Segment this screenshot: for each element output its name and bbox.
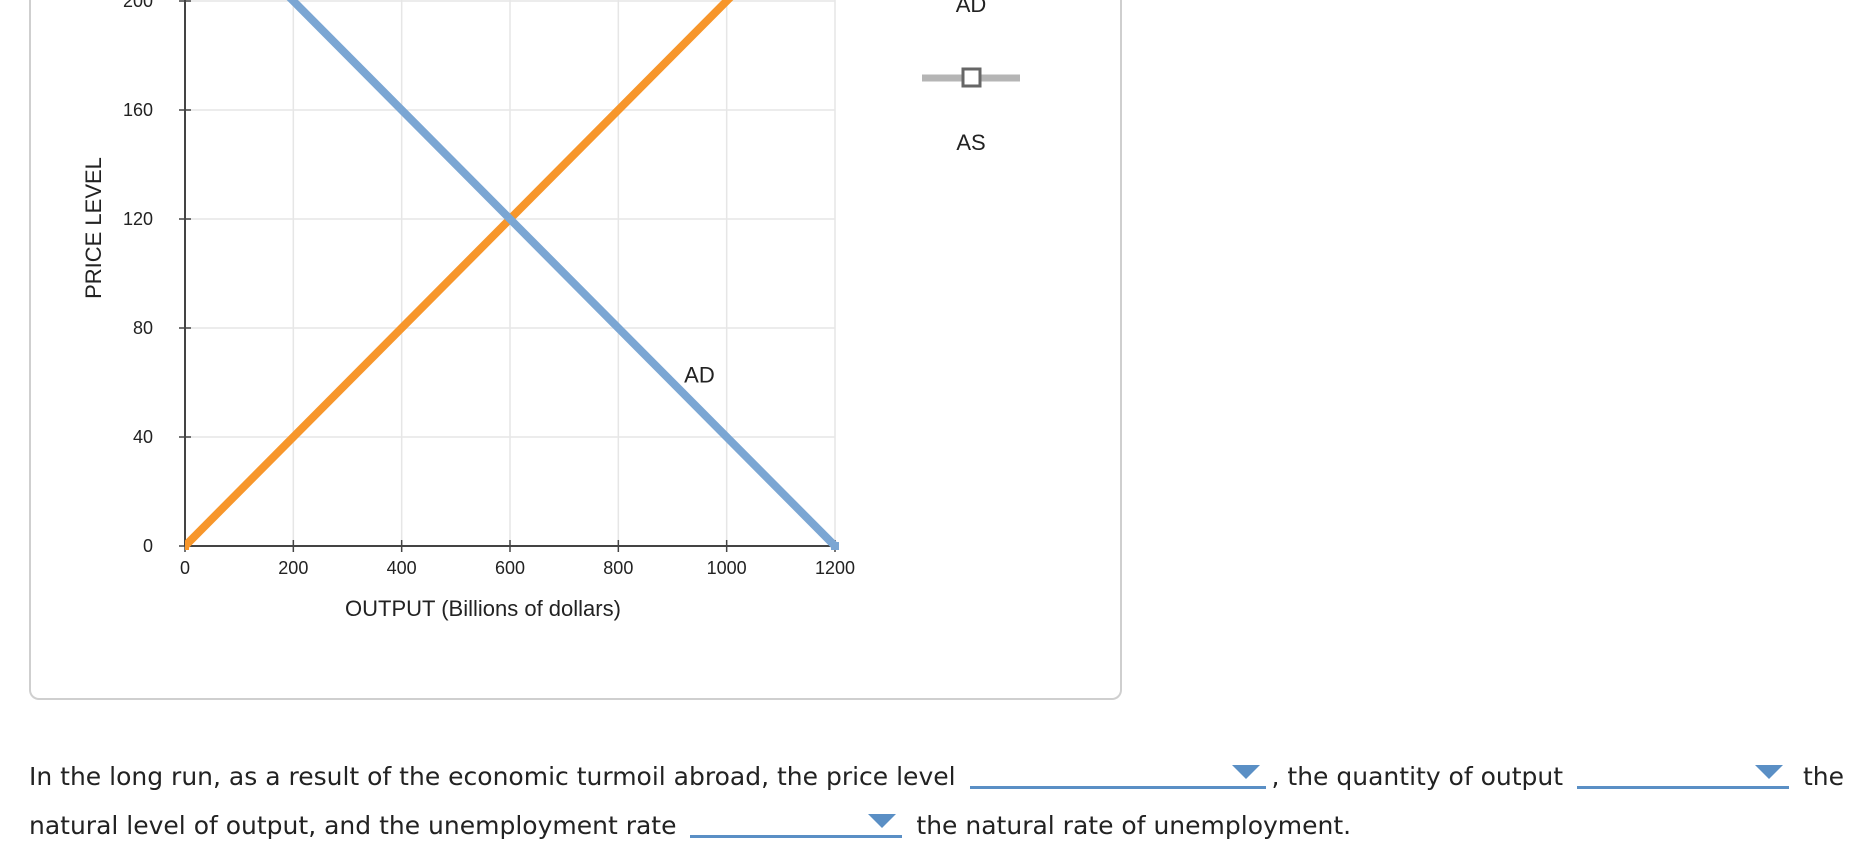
question-text-4: the natural rate of unemployment. [916,811,1352,840]
price-level-dropdown[interactable] [969,756,1266,789]
x-tick-label: 1000 [707,558,747,578]
y-tick-label: 200 [123,0,153,11]
y-tick-label: 0 [143,536,153,556]
quantity-of-output-dropdown[interactable] [1577,756,1790,789]
x-tick-label: 600 [495,558,525,578]
dropdown-arrow-icon [1231,765,1260,779]
legend-label-as: AS [956,130,985,155]
legend: AD AS [922,0,1020,155]
x-tick-label: 400 [387,558,417,578]
question-text-1: In the long run, as a result of the econ… [29,762,956,791]
curve-ad[interactable] [185,0,838,549]
question-text-3: the natural level of output, and the une… [29,762,1844,840]
unemployment-rate-dropdown[interactable] [690,805,903,838]
series [181,0,839,550]
y-tick-label: 160 [123,100,153,120]
x-axis-label: OUTPUT (Billions of dollars) [345,596,621,621]
tick-labels: 0 200 400 600 800 1000 1200 0 40 80 120 160 200 [123,0,855,578]
x-tick-label: 800 [603,558,633,578]
y-tick-label: 80 [133,318,153,338]
legend-label-ad: AD [956,0,987,17]
dropdown-arrow-icon [1755,765,1784,779]
x-tick-label: 200 [278,558,308,578]
question-sentence: In the long run, as a result of the econ… [29,752,1859,850]
y-axis-label: PRICE LEVEL [81,157,106,299]
as-legend-drag-tool[interactable] [922,67,1020,88]
curve-endpoint-handle[interactable] [831,542,839,550]
ad-as-chart: 0 200 400 600 800 1000 1200 0 40 80 120 160 200 OUTP… [81,0,1020,621]
dropdown-arrow-icon [868,814,897,828]
curve-endpoint-handle[interactable] [181,542,189,550]
gridlines [185,0,836,546]
x-tick-label: 0 [180,558,190,578]
ad-curve-label: AD [684,363,715,388]
square-marker-icon[interactable] [961,67,982,88]
y-tick-label: 40 [133,427,153,447]
x-tick-label: 1200 [815,558,855,578]
question-text-2: , the quantity of output [1271,762,1564,791]
axes [179,0,836,552]
graph-panel: 0 200 400 600 800 1000 1200 0 40 80 120 160 200 OUTP… [29,0,1122,700]
y-tick-label: 120 [123,209,153,229]
